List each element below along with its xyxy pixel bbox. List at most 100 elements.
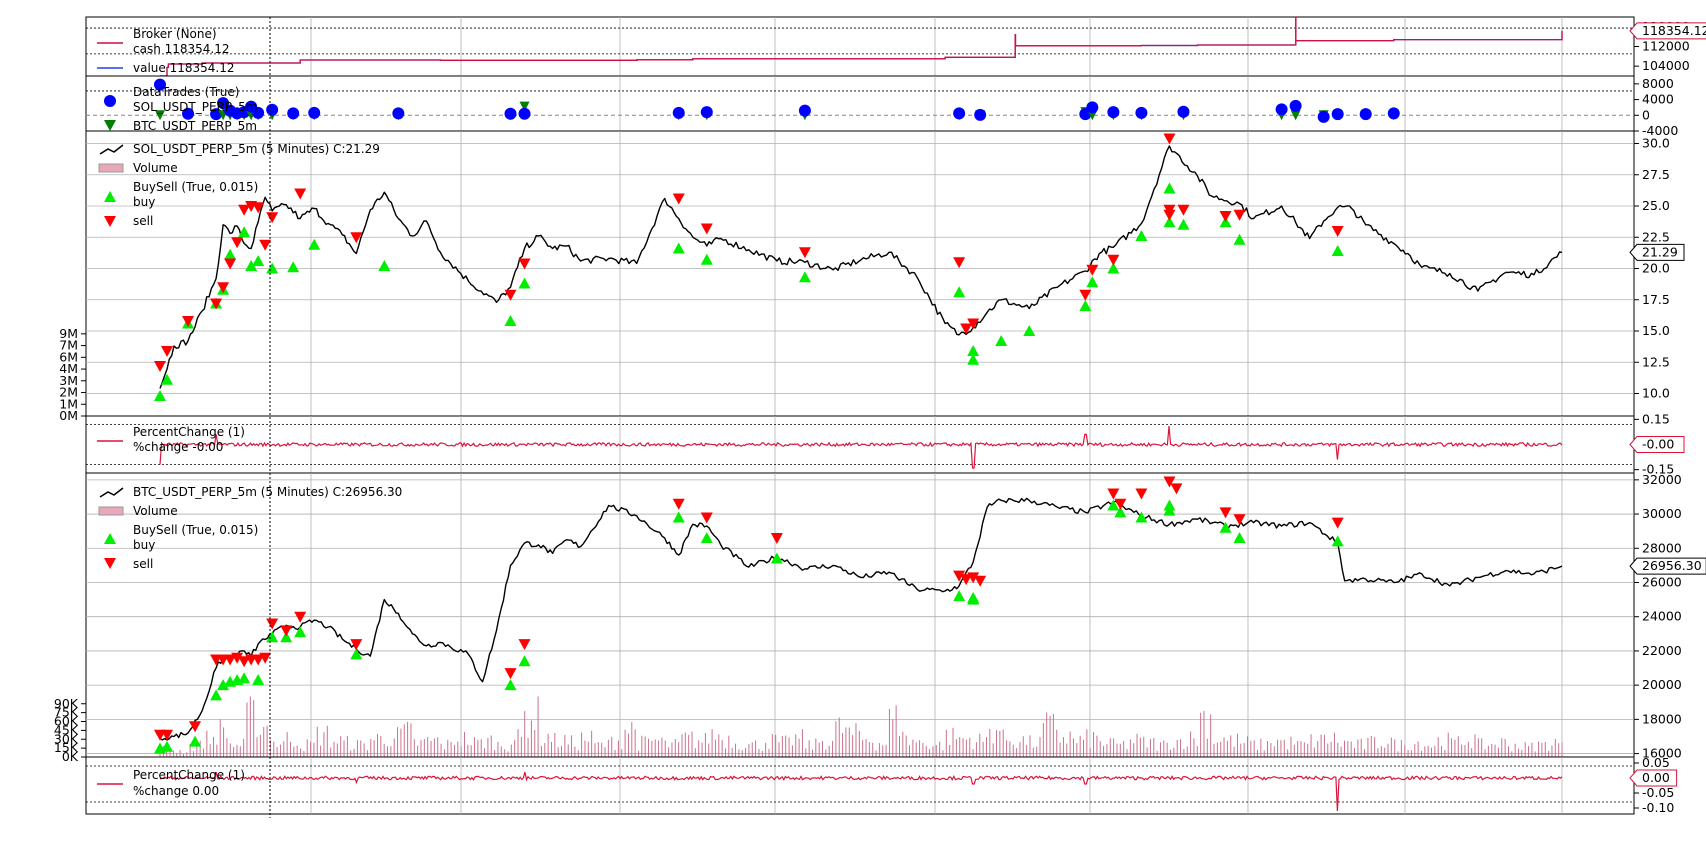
legend-sol-volume: Volume: [133, 161, 178, 175]
legend-btc-pct-value: %change 0.00: [133, 784, 219, 798]
p-sol-buy-marker-11: [308, 238, 321, 250]
p-sol-sell-marker-27: [1163, 209, 1176, 221]
legend-marker-sol-trades: [104, 95, 116, 107]
legend-sol-buy: buy: [133, 195, 155, 209]
sol-trade-marker-24: [1177, 105, 1190, 118]
p-sol-buy-marker-15: [672, 242, 685, 254]
sol-trade-marker-21: [1086, 101, 1099, 114]
p-btc-sell-marker-12: [280, 625, 293, 637]
p-sol-ytick-label-6: 25.0: [1642, 198, 1670, 213]
sol-price-panel: 10.012.515.017.520.022.525.027.530.0 0M1…: [59, 130, 1685, 423]
p-sol-sell-marker-2: [182, 316, 195, 327]
p-sol-sell-marker-17: [700, 223, 713, 235]
p-broker-ytick-label-1: 112000: [1642, 39, 1690, 54]
p-sol-buy-marker-27: [1163, 216, 1176, 228]
p-btc-sell-marker-21: [960, 574, 973, 586]
p-btc-ytick-label-4: 24000: [1642, 609, 1682, 624]
p-trades-ytick-label-1: 4000: [1642, 92, 1674, 107]
p-btc-buy-marker-10: [280, 631, 293, 643]
p-sol-vol-tick-label-3: 3M: [59, 373, 78, 388]
btc-pct-last-value: 0.00: [1629, 769, 1678, 787]
p-btc-buy-marker-12: [350, 648, 363, 660]
p-sol-ytick-label-2: 15.0: [1642, 323, 1670, 338]
p-btc-sell-marker-19: [770, 533, 783, 545]
btc-y-axis: 16000 18000 20000 22000 24000 26000 28000 30000…: [1634, 472, 1682, 761]
btc-trade-marker-0: [155, 110, 165, 121]
datatrades-legend: DataTrades (True) SOL_USDT_PERP_5m BTC_U…: [104, 85, 257, 133]
p-btc-sell-marker-25: [1114, 498, 1127, 510]
p-sol-buy-marker-23: [1079, 300, 1092, 311]
p-sol-sell-marker-5: [224, 258, 237, 270]
p-solpct-last-value-box: [1629, 436, 1685, 453]
sol-trade-marker-1: [182, 107, 195, 120]
p-sol-buy-marker-22: [1023, 325, 1036, 336]
legend-sol-sell: sell: [133, 214, 153, 228]
sol-trade-marker-26: [1289, 99, 1302, 112]
legend-broker-title: Broker (None): [133, 27, 217, 41]
p-sol-sell-marker-22: [1079, 289, 1092, 301]
sol-trade-marker-19: [974, 108, 987, 121]
p-sol-sell-marker-6: [231, 237, 244, 249]
p-btc-sell-marker-22: [967, 572, 980, 584]
p-btc-sell-marker-14: [350, 639, 363, 651]
btc-trade-marker-14: [519, 101, 530, 112]
legend-volume-swatch: [98, 163, 124, 173]
sol-trade-marker-8: [252, 106, 265, 119]
p-btc-buy-marker-8: [252, 674, 265, 686]
sol-price-line: [159, 145, 1563, 389]
legend-buy-marker: [104, 191, 116, 202]
p-sol-sell-marker-24: [1107, 254, 1120, 266]
sol-y-axis: 10.0 12.5 15.0 17.5 20.0 22.5 25.0 27.5 30.0: [1634, 136, 1670, 401]
sol-trade-marker-11: [308, 106, 321, 119]
p-btc-ytick-label-7: 30000: [1642, 506, 1682, 521]
p-sol-buy-marker-13: [504, 315, 517, 326]
p-sol-ytick-label-3: 17.5: [1642, 292, 1670, 307]
p-btc-buy-marker-16: [700, 532, 713, 544]
p-sol-buy-marker-10: [287, 261, 300, 273]
p-btc-frame: [85, 472, 1635, 758]
p-sol-vol-tick-label-0: 0M: [59, 408, 78, 423]
p-sol-buy-marker-24: [1086, 276, 1099, 288]
p-btc-sell-marker-15: [504, 668, 517, 680]
p-btc-sell-marker-1: [161, 729, 174, 741]
sol-last-value: 21.29: [1629, 243, 1685, 261]
p-sol-sell-marker-7: [238, 204, 251, 216]
sol-pct-grid: [85, 415, 1635, 474]
broker-last-value-text: 118354.12: [1642, 23, 1706, 38]
p-sol-buy-marker-0: [154, 390, 166, 401]
p-sol-ytick-label-1: 12.5: [1642, 354, 1670, 369]
p-btcpct-last-value-text: 0.00: [1642, 770, 1670, 785]
sol-trade-marker-0: [154, 78, 166, 91]
broker-grid: [85, 16, 1635, 77]
p-sol-buy-marker-17: [798, 271, 811, 283]
p-btc-sell-marker-26: [1135, 488, 1148, 500]
p-sol-sell-marker-14: [504, 289, 517, 301]
p-btc-buy-marker-26: [1219, 521, 1232, 533]
p-sol-sell-marker-9: [245, 201, 258, 212]
p-sol-sell-marker-19: [953, 257, 966, 269]
p-btc-sell-marker-6: [231, 652, 244, 664]
p-btcpct-ytick-label-0: -0.10: [1642, 800, 1674, 815]
p-sol-sell-marker-8: [252, 202, 265, 214]
p-sol-sell-marker-18: [798, 247, 811, 259]
p-btc-vol-tick-label-3: 45K: [54, 722, 79, 737]
p-btc-buy-marker-18: [953, 590, 966, 602]
btc-trade-marker-26: [1290, 110, 1301, 121]
p-btc-buy-marker-27: [1233, 532, 1246, 544]
p-btc-sell-marker-31: [1331, 517, 1344, 529]
sol-legend: SOL_USDT_PERP_5m (5 Minutes) C:21.29 Vol…: [98, 142, 380, 228]
broker-last-value-box: [1629, 22, 1706, 40]
p-sol-ytick-label-7: 27.5: [1642, 167, 1670, 182]
p-solpct-last-value-text: -0.00: [1642, 437, 1674, 452]
sol-trade-marker-16: [700, 106, 713, 119]
p-btcpct-ytick-label-1: -0.05: [1642, 785, 1674, 800]
p-btc-buy-marker-22: [1114, 506, 1127, 518]
p-btc-buy-marker-9: [266, 631, 279, 643]
btc-pct-line: [159, 771, 1563, 812]
sol-trade-marker-10: [287, 107, 300, 120]
sol-percent-change-panel: -0.150.000.15 -0.00 PercentChange (1) %c…: [85, 411, 1685, 477]
legend-btc-buy: buy: [133, 538, 155, 552]
p-btc-close-line: [159, 497, 1563, 741]
p-sol-vol-tick-label-7: 9M: [59, 326, 78, 341]
